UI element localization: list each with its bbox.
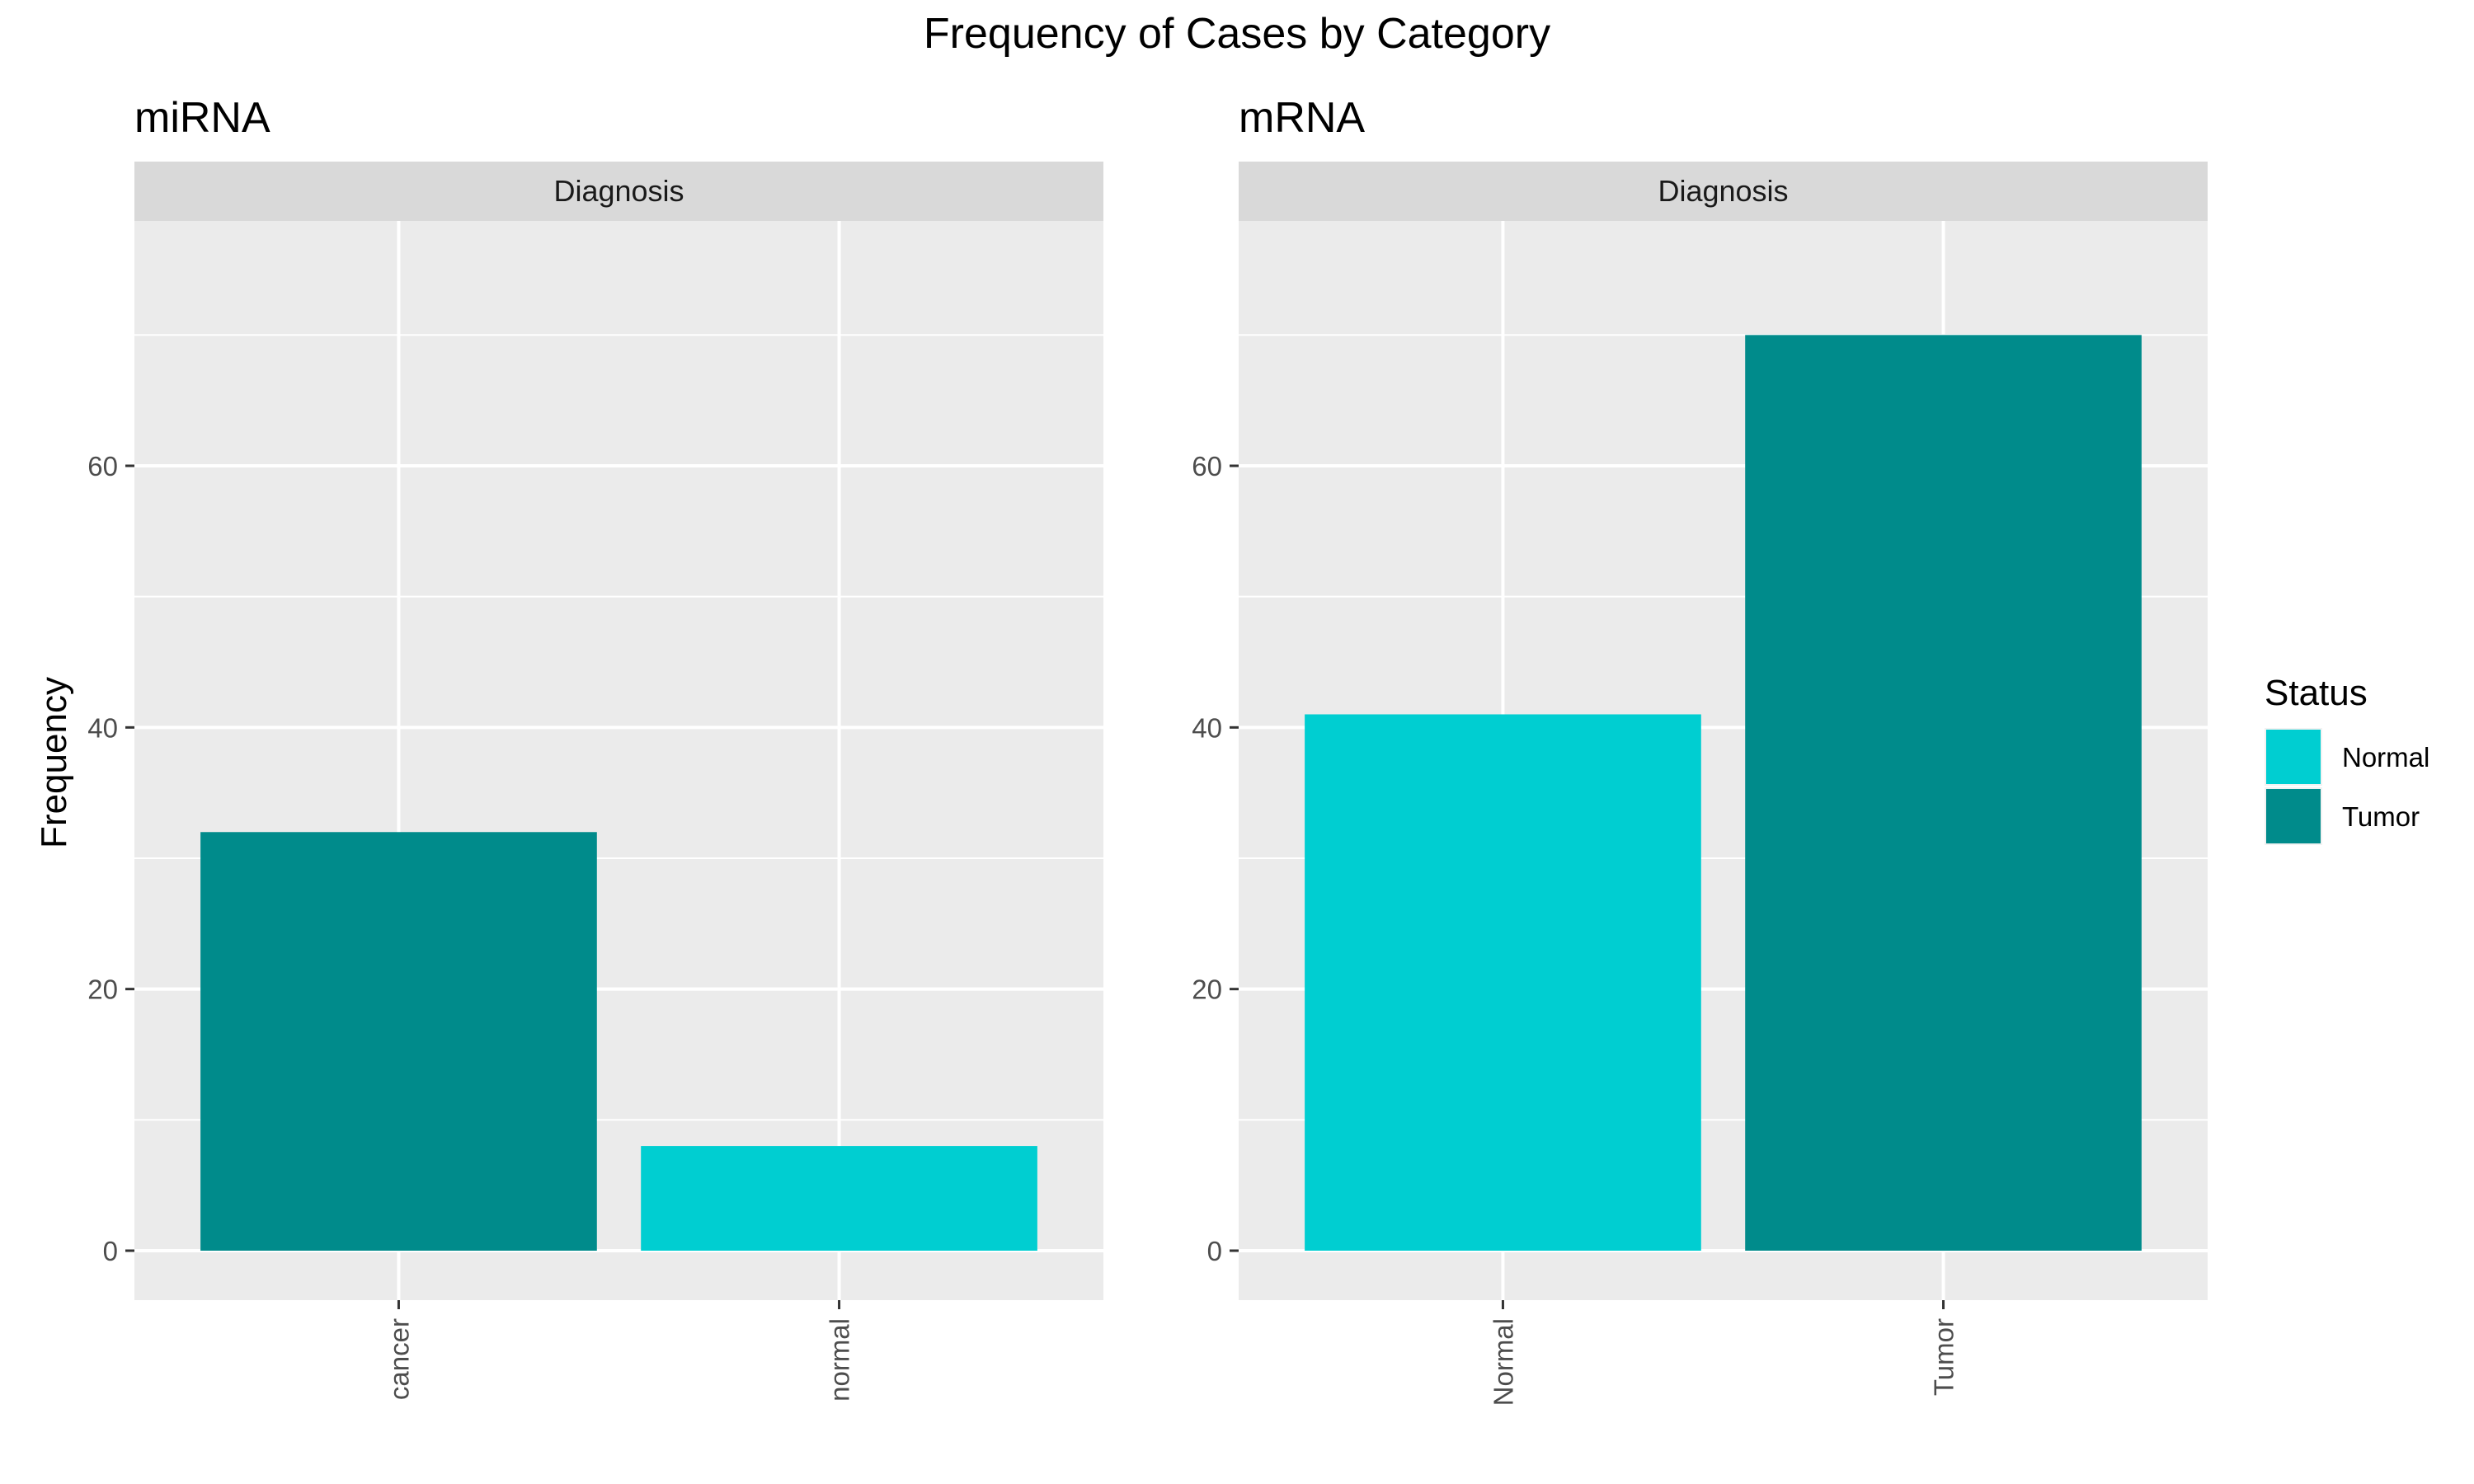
- facet-strip: [1239, 162, 2208, 221]
- y-tick-label: 20: [87, 974, 118, 1005]
- chart-title: Frequency of Cases by Category: [924, 10, 1550, 58]
- y-tick-label: 0: [1207, 1236, 1222, 1266]
- y-tick-label: 40: [87, 712, 118, 743]
- x-tick-label: normal: [825, 1318, 855, 1402]
- panel-title: miRNA: [134, 94, 270, 142]
- legend-label-tumor: Tumor: [2342, 801, 2420, 832]
- legend-swatch-normal: [2266, 730, 2321, 784]
- facet-strip-label: Diagnosis: [1658, 174, 1788, 208]
- bar-normal: [641, 1146, 1037, 1251]
- legend-title: Status: [2265, 673, 2368, 713]
- y-tick-label: 40: [1192, 712, 1222, 743]
- x-tick-label: Normal: [1488, 1318, 1518, 1406]
- legend: Status Normal Tumor: [2265, 673, 2429, 845]
- legend-label-normal: Normal: [2342, 742, 2429, 773]
- panel-mirna: miRNA Diagnosis 0 20 40 60 cancer normal: [87, 94, 1103, 1402]
- panels: miRNA Diagnosis 0 20 40 60 cancer normal mRNA Dia…: [87, 94, 2208, 1406]
- bar-cancer: [200, 832, 597, 1251]
- bar-normal: [1305, 714, 1701, 1251]
- y-tick-label: 60: [87, 451, 118, 481]
- x-tick-label: Tumor: [1929, 1318, 1959, 1396]
- y-tick-label: 60: [1192, 451, 1222, 481]
- y-tick-label: 0: [103, 1236, 118, 1266]
- facet-strip: [134, 162, 1103, 221]
- panel-title: mRNA: [1239, 94, 1365, 142]
- panel-mrna: mRNA Diagnosis 0 20 40 60 Normal Tumor: [1192, 94, 2208, 1406]
- legend-keys: Normal Tumor: [2265, 728, 2429, 845]
- bar-tumor: [1745, 335, 2142, 1251]
- y-axis-title: Frequency: [34, 677, 74, 848]
- x-tick-label: cancer: [383, 1318, 414, 1400]
- y-tick-label: 20: [1192, 974, 1222, 1005]
- legend-swatch-tumor: [2266, 789, 2321, 843]
- facet-strip-label: Diagnosis: [553, 174, 684, 208]
